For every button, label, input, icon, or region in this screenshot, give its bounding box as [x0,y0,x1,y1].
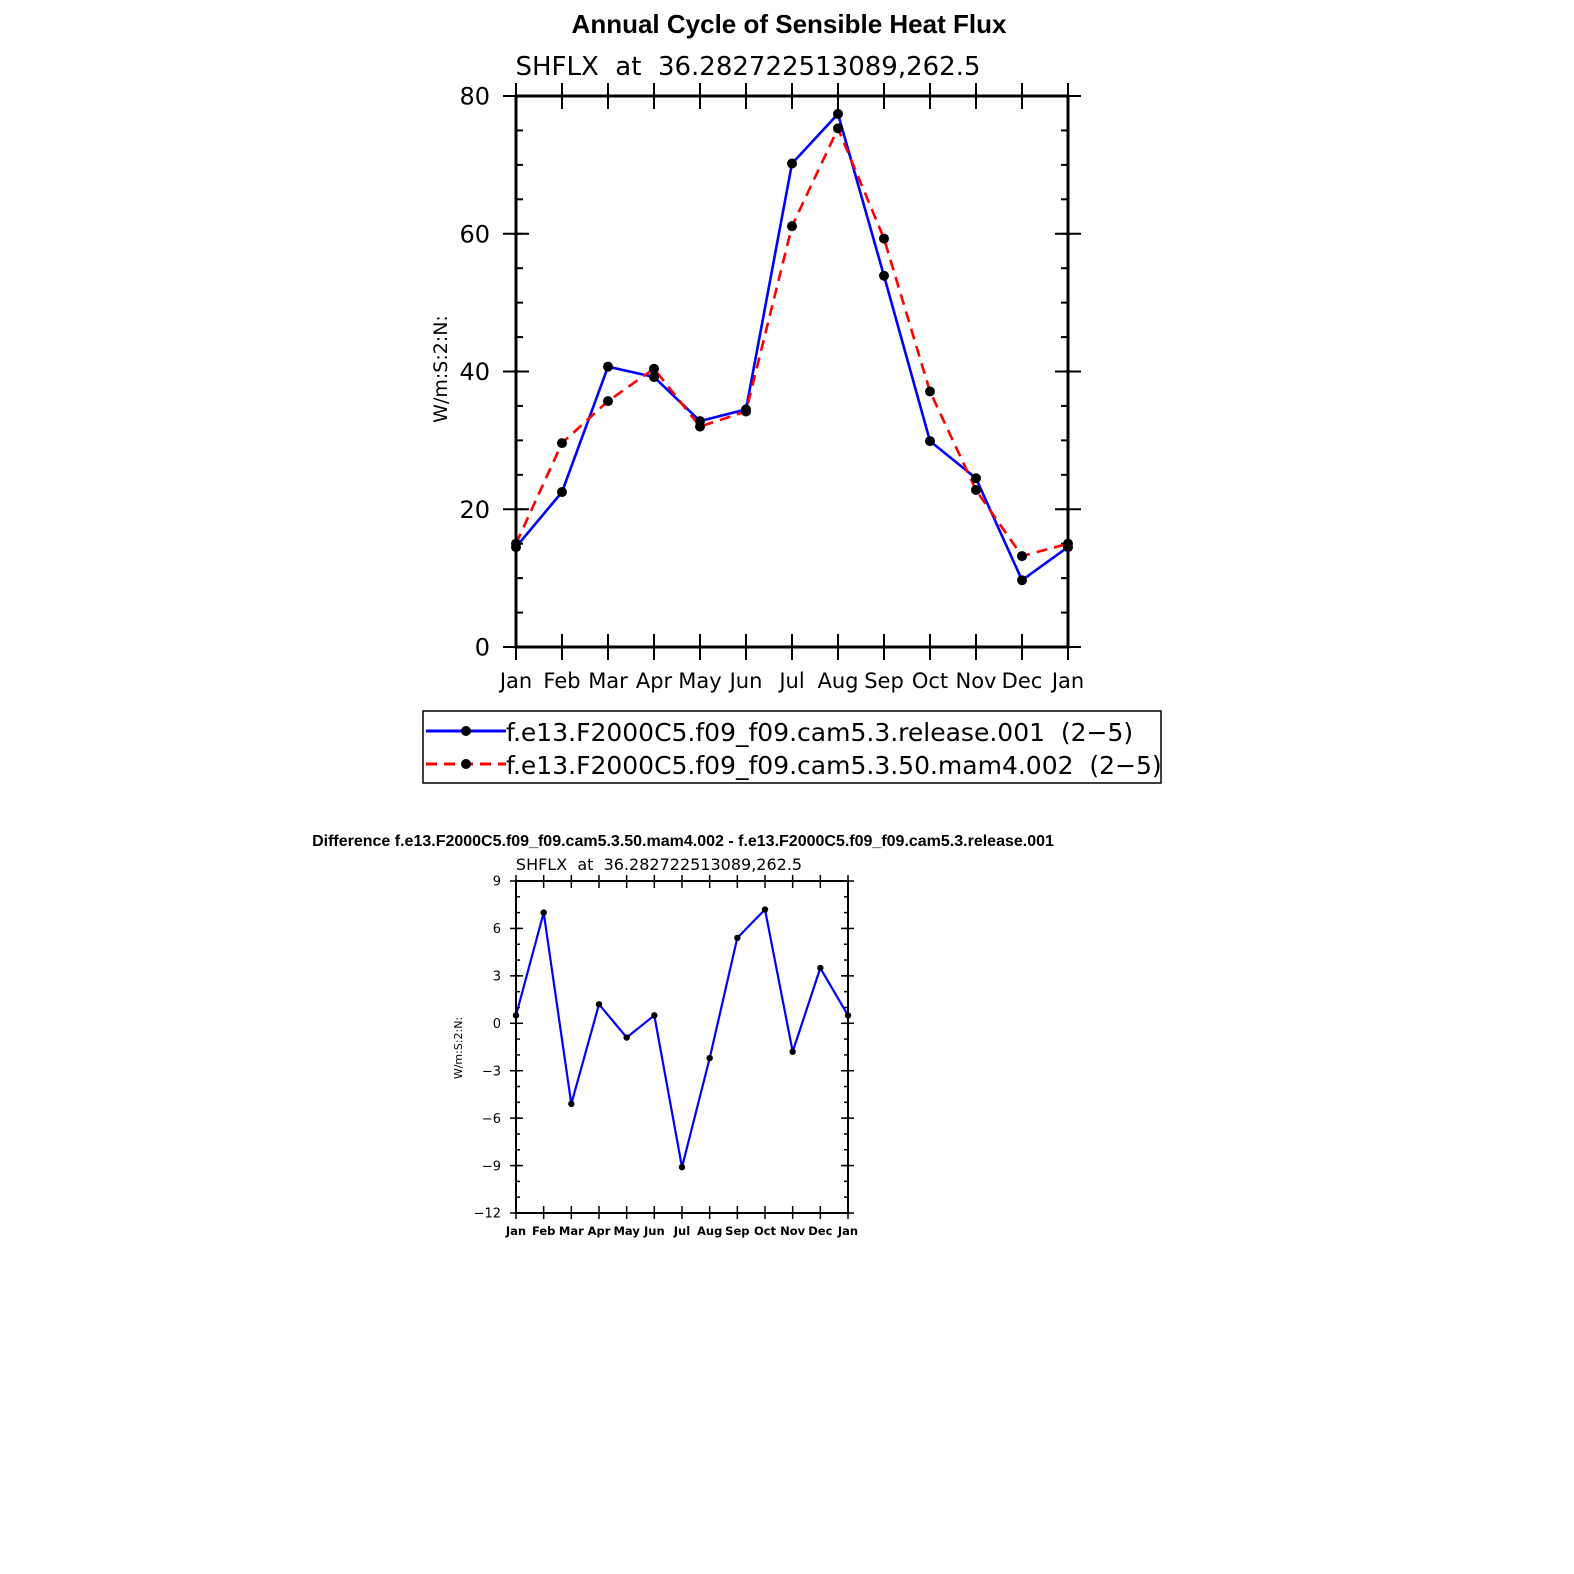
diff-y-tick-label: 6 [493,922,501,937]
data-point-s0-10 [971,473,981,484]
x-tick-label: Feb [543,669,580,693]
difference-plot-frame [515,880,849,1214]
diff-y-tick-label: 0 [493,1017,501,1032]
difference-title: Difference f.e13.F2000C5.f09_f09.cam5.3.… [312,833,1054,850]
data-point-s0-6 [787,158,797,169]
y-tick-label: 40 [459,358,490,386]
diff-x-tick-label: Aug [697,1224,722,1238]
diff-data-point-s0-11 [817,964,824,972]
data-point-s1-2 [603,396,613,407]
diff-data-point-s0-9 [761,906,769,913]
diff-x-tick-label: Mar [559,1224,584,1238]
legend-label-mam4: f.e13.F2000C5.f09_f09.cam5.3.50.mam4.002… [506,751,1162,780]
x-tick-label: Jan [498,669,532,693]
data-point-s0-1 [557,487,567,498]
data-point-s1-1 [557,438,567,449]
chart-subtitle: SHFLX at 36.282722513089,262.5 [515,52,980,82]
diff-x-tick-label: Jan [505,1224,526,1238]
difference-y-axis-label: W/m:S:2:N: [452,1017,465,1079]
diff-data-point-s0-5 [651,1012,658,1019]
diff-data-point-s0-10 [789,1048,796,1055]
x-tick-label: Aug [817,669,858,693]
data-point-s1-10 [971,484,981,495]
diff-x-tick-label: Jul [673,1224,690,1238]
diff-x-tick-label: May [613,1224,640,1238]
diff-data-point-s0-4 [623,1034,630,1041]
diff-y-tick-label: −3 [482,1064,501,1079]
data-point-s1-5 [741,406,751,417]
difference-chart: Difference f.e13.F2000C5.f09_f09.cam5.3.… [312,833,1054,1238]
data-point-s1-9 [925,386,935,397]
data-point-s1-11 [1017,551,1027,562]
data-point-s1-3 [649,363,659,374]
diff-data-point-s0-1 [540,909,547,916]
data-point-s0-9 [925,436,935,447]
diff-x-tick-label: Dec [808,1224,832,1238]
plot-frame [514,94,1070,649]
y-tick-label: 20 [459,496,490,524]
diff-y-tick-label: 9 [493,875,501,890]
x-tick-label: Oct [912,669,948,693]
diff-x-tick-label: Nov [780,1224,806,1238]
y-tick-label: 0 [475,634,490,662]
x-tick-label: Apr [636,669,673,693]
x-axis-ticks: Jan Feb Mar Apr May Jun Jul Aug Sep Oct Nov Dec Jan [498,83,1084,693]
legend: f.e13.F2000C5.f09_f09.cam5.3.release.001… [422,710,1162,784]
data-point-s1-8 [879,233,889,244]
diff-x-tick-label: Apr [588,1224,611,1238]
diff-data-point-s0-8 [734,934,741,942]
data-point-s0-7 [833,108,843,119]
diff-y-tick-label: −9 [482,1159,501,1174]
x-tick-label: Jan [1050,669,1084,693]
x-tick-label: May [678,669,721,693]
x-tick-label: Dec [1002,669,1043,693]
diff-y-tick-label: 3 [493,970,501,985]
x-tick-label: Jul [777,669,804,693]
data-point-s1-7 [833,123,843,134]
diff-x-tick-label: Oct [754,1224,777,1238]
diff-x-tick-label: Feb [532,1224,555,1238]
diff-data-point-s0-7 [706,1054,713,1062]
diff-data-point-s0-6 [678,1163,686,1171]
chart-title: Annual Cycle of Sensible Heat Flux [572,9,1007,39]
x-tick-label: Mar [588,669,628,693]
data-point-s0-8 [879,270,889,281]
diff-x-tick-label: Jan [837,1224,858,1238]
diff-x-tick-label: Jun [643,1224,665,1238]
data-point-s0-2 [603,361,613,372]
data-point-s0-11 [1017,575,1027,586]
legend-entry-release: f.e13.F2000C5.f09_f09.cam5.3.release.001… [426,718,1133,747]
annual-cycle-chart: Annual Cycle of Sensible Heat Flux SHFLX… [422,9,1162,784]
legend-box [422,710,1162,784]
y-tick-label: 60 [459,220,490,248]
y-axis-label: W/m:S:2:N: [430,315,452,423]
legend-marker-release [461,726,471,736]
data-point-s0-3 [649,372,659,383]
x-tick-label: Jun [728,669,763,693]
legend-entry-mam4: f.e13.F2000C5.f09_f09.cam5.3.50.mam4.002… [426,751,1162,780]
diff-x-tick-label: Sep [725,1224,749,1238]
series-group [511,108,1073,586]
diff-y-tick-label: −6 [482,1112,501,1127]
x-tick-label: Sep [864,669,904,693]
legend-label-release: f.e13.F2000C5.f09_f09.cam5.3.release.001… [506,718,1133,747]
diff-data-point-s0-2 [568,1100,575,1108]
data-point-s1-6 [787,221,797,232]
difference-subtitle: SHFLX at 36.282722513089,262.5 [516,855,802,874]
data-point-s1-4 [695,421,705,432]
diff-data-point-s0-3 [595,1001,603,1008]
x-tick-label: Nov [956,669,997,693]
y-tick-label: 80 [459,83,490,111]
difference-series-group [512,906,852,1171]
legend-marker-mam4 [461,759,471,769]
diff-y-tick-label: −12 [474,1207,501,1222]
